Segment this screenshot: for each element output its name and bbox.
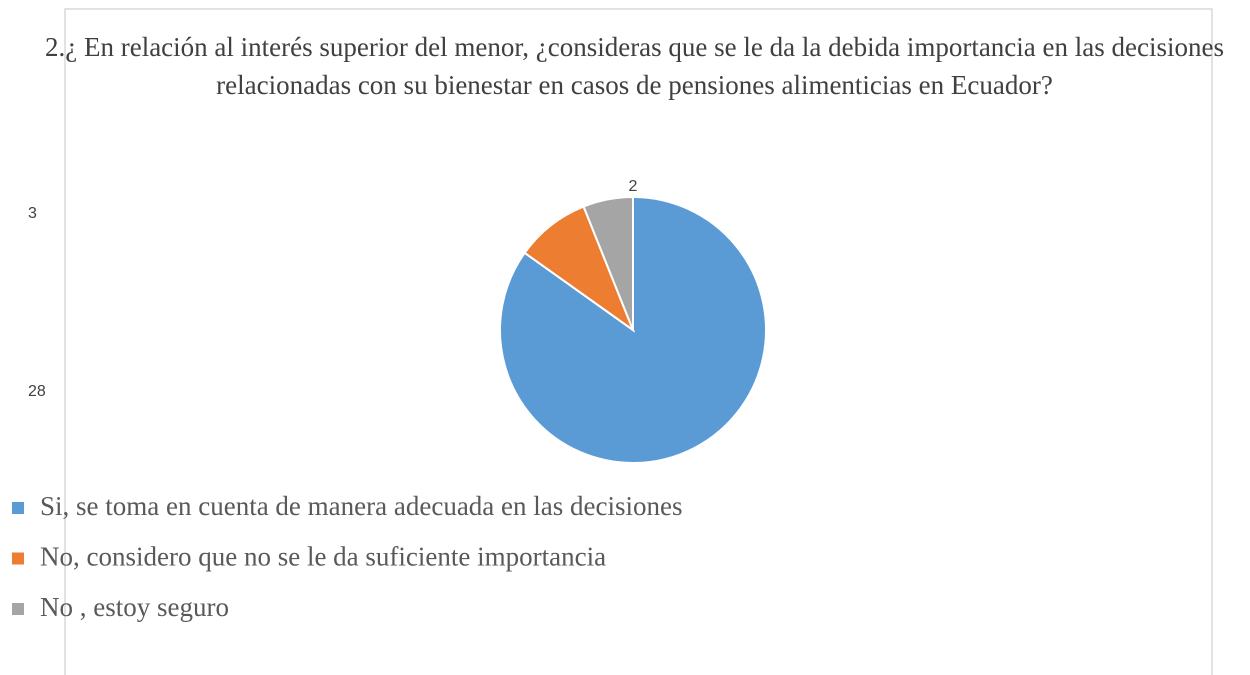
data-label: 28 bbox=[28, 383, 46, 400]
data-label: 3 bbox=[28, 205, 37, 222]
data-label: 2 bbox=[629, 178, 638, 195]
legend-label: No, considero que no se le da suficiente… bbox=[40, 542, 606, 572]
pie-slice bbox=[582, 195, 634, 331]
chart-title: 2.¿ En relación al interés superior del … bbox=[45, 32, 1224, 100]
legend-label: No , estoy seguro bbox=[40, 592, 229, 622]
legend-label: Si, se toma en cuenta de manera adecuada… bbox=[40, 491, 682, 521]
legend-swatch bbox=[12, 603, 24, 615]
legend-swatch bbox=[12, 502, 24, 514]
chart-frame bbox=[64, 8, 1213, 675]
legend-swatch bbox=[12, 552, 24, 565]
